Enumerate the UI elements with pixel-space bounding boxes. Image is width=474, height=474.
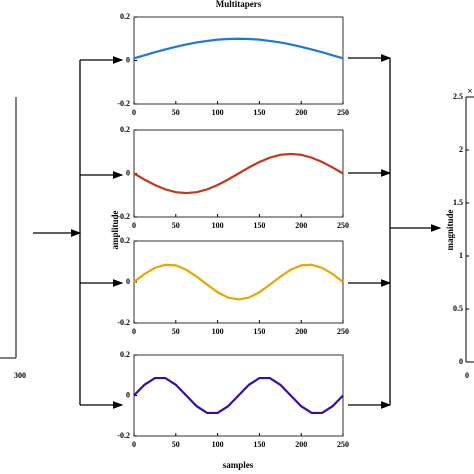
y-tick-label: -0.2 bbox=[117, 431, 130, 440]
x-tick-label: 100 bbox=[212, 221, 224, 230]
y-tick-label: 0 bbox=[126, 277, 130, 286]
x-tick-label: 250 bbox=[337, 108, 349, 117]
axes-frame bbox=[133, 16, 344, 105]
x-tick-label: 50 bbox=[172, 327, 180, 336]
taper-line bbox=[133, 152, 344, 195]
x-tick-label: 200 bbox=[295, 108, 307, 117]
x-tick-label: 50 bbox=[172, 221, 180, 230]
chart-title: Multitapers bbox=[216, 0, 262, 9]
x-tick-label: 250 bbox=[337, 327, 349, 336]
y-axis-label: magnitude bbox=[445, 209, 455, 250]
y-tick-label: -0.2 bbox=[117, 212, 130, 221]
annotation: × bbox=[467, 86, 472, 96]
y-tick-label: 0.2 bbox=[120, 125, 130, 134]
x-tick-label: 250 bbox=[337, 440, 349, 449]
y-tick-label: 0 bbox=[126, 168, 130, 177]
x-tick-label: 0 bbox=[132, 440, 136, 449]
x-tick-label: 100 bbox=[212, 327, 224, 336]
y-tick-label: 0.2 bbox=[120, 12, 130, 21]
x-tick-label: 150 bbox=[253, 108, 265, 117]
y-tick-label: 0 bbox=[459, 357, 463, 366]
x-tick-label: 50 bbox=[172, 440, 180, 449]
x-tick-label: 0 bbox=[132, 221, 136, 230]
x-axis-label: samples bbox=[223, 460, 254, 470]
y-tick-label: -0.2 bbox=[117, 99, 130, 108]
x-tick-label: 150 bbox=[253, 221, 265, 230]
y-tick-label: 0.5 bbox=[453, 304, 463, 313]
y-tick-label: 1.5 bbox=[453, 198, 463, 207]
taper-line bbox=[133, 37, 344, 60]
y-tick-label: 0.2 bbox=[120, 350, 130, 359]
axes-frame bbox=[133, 240, 344, 324]
x-tick-label: 150 bbox=[253, 327, 265, 336]
x-tick-label: 200 bbox=[295, 221, 307, 230]
x-tick-label: 100 bbox=[212, 440, 224, 449]
x-tick-label: 0 bbox=[132, 108, 136, 117]
y-tick-label: 0 bbox=[126, 55, 130, 64]
x-tick-label: 50 bbox=[172, 108, 180, 117]
x-tick-label: 250 bbox=[337, 221, 349, 230]
x-tick-label: 200 bbox=[295, 440, 307, 449]
taper-line bbox=[133, 263, 344, 301]
x-tick-label: 0 bbox=[465, 371, 469, 380]
x-tick-label: 300 bbox=[14, 371, 26, 380]
x-tick-label: 200 bbox=[295, 327, 307, 336]
y-tick-label: 1 bbox=[459, 251, 463, 260]
y-tick-label: 2.5 bbox=[453, 92, 463, 101]
flow-arrows bbox=[33, 54, 442, 409]
x-tick-label: 150 bbox=[253, 440, 265, 449]
y-tick-label: -0.2 bbox=[117, 318, 130, 327]
x-tick-label: 100 bbox=[212, 108, 224, 117]
y-tick-label: 0 bbox=[126, 390, 130, 399]
y-tick-label: 2 bbox=[459, 145, 463, 154]
taper-line bbox=[133, 376, 344, 415]
y-tick-label: 0.2 bbox=[120, 236, 130, 245]
y-axis-label: amplitude bbox=[110, 210, 120, 249]
x-tick-label: 0 bbox=[132, 327, 136, 336]
